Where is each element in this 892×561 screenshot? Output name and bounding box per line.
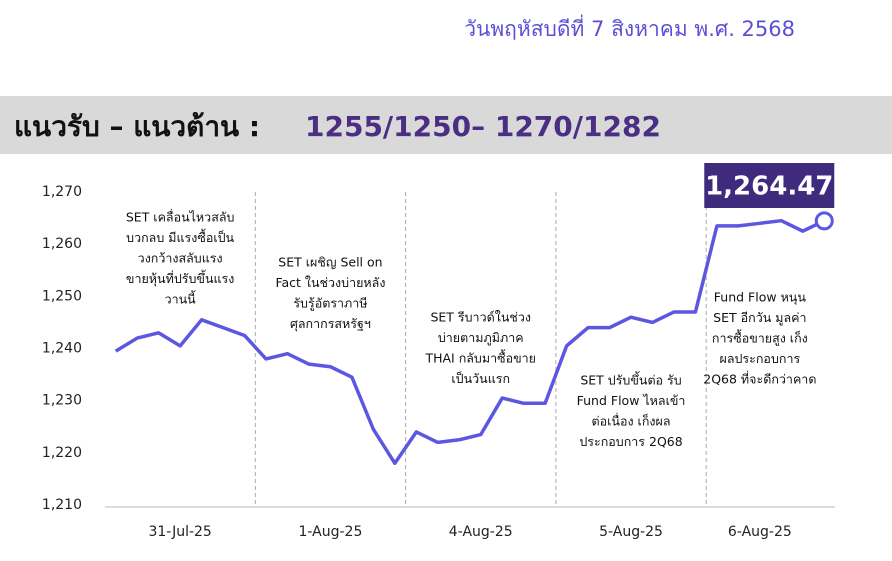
- annotation: การซื้อขายสูง เก็ง: [712, 329, 808, 347]
- annotation: SET เผชิญ Sell on: [278, 255, 382, 270]
- x-tick-label: 5-Aug-25: [599, 524, 663, 540]
- y-tick-label: 1,230: [42, 393, 82, 409]
- price-line: [114, 218, 826, 466]
- annotation: บ่ายตามภูมิภาค: [438, 330, 524, 346]
- annotation: Fund Flow หนุน: [714, 290, 807, 306]
- annotation: SET ปรับขึ้นต่อ รับ: [580, 371, 681, 388]
- annotation: 2Q68 ที่จะดีกว่าคาด: [703, 371, 816, 387]
- y-tick-label: 1,260: [42, 236, 82, 252]
- x-tick-label: 4-Aug-25: [449, 524, 513, 540]
- annotation: THAI กลับมาซื้อขาย: [424, 349, 536, 366]
- annotation: Fact ในช่วงบ่ายหลัง: [275, 275, 385, 290]
- annotation: รับรู้อัตราภาษี: [293, 296, 367, 312]
- annotation: Fund Flow ไหลเข้า: [577, 393, 686, 408]
- annotation: ศุลกากรสหรัฐฯ: [290, 316, 371, 332]
- annotation: ขายหุ้นที่ปรับขึ้นแรง: [126, 269, 234, 287]
- annotation: SET อีกวัน มูลค่า: [713, 310, 806, 326]
- y-tick-label: 1,240: [42, 341, 82, 357]
- last-point: [814, 211, 834, 231]
- annotation: บวกลบ มีแรงซื้อเป็น: [126, 228, 234, 245]
- banner-label: แนวรับ – แนวต้าน :: [14, 110, 260, 143]
- banner: [0, 96, 892, 154]
- y-tick-label: 1,270: [42, 184, 82, 200]
- annotation: SET เคลื่อนไหวสลับ: [126, 209, 235, 225]
- y-tick-label: 1,220: [42, 445, 82, 461]
- annotation: วงกว้างสลับแรง: [138, 251, 223, 266]
- y-tick-label: 1,250: [42, 288, 82, 304]
- annotation: ต่อเนื่อง เก็งผล: [592, 413, 671, 429]
- value-label: 1,264.47: [705, 172, 833, 202]
- annotation: ผลประกอบการ: [720, 351, 801, 366]
- annotation: วานนี้: [165, 290, 197, 307]
- banner-levels: 1255/1250– 1270/1282: [305, 110, 661, 143]
- x-tick-label: 1-Aug-25: [299, 524, 363, 540]
- annotation: ประกอบการ 2Q68: [579, 434, 682, 449]
- x-tick-label: 31-Jul-25: [148, 524, 211, 540]
- date: วันพฤหัสบดีที่ 7 สิงหาคม พ.ศ. 2568: [464, 14, 795, 41]
- x-tick-label: 6-Aug-25: [728, 524, 792, 540]
- annotation: เป็นวันแรก: [451, 371, 510, 386]
- y-tick-label: 1,210: [42, 497, 82, 513]
- annotation: SET รีบาวด์ในช่วง: [430, 310, 531, 325]
- value-label-box: [704, 163, 835, 208]
